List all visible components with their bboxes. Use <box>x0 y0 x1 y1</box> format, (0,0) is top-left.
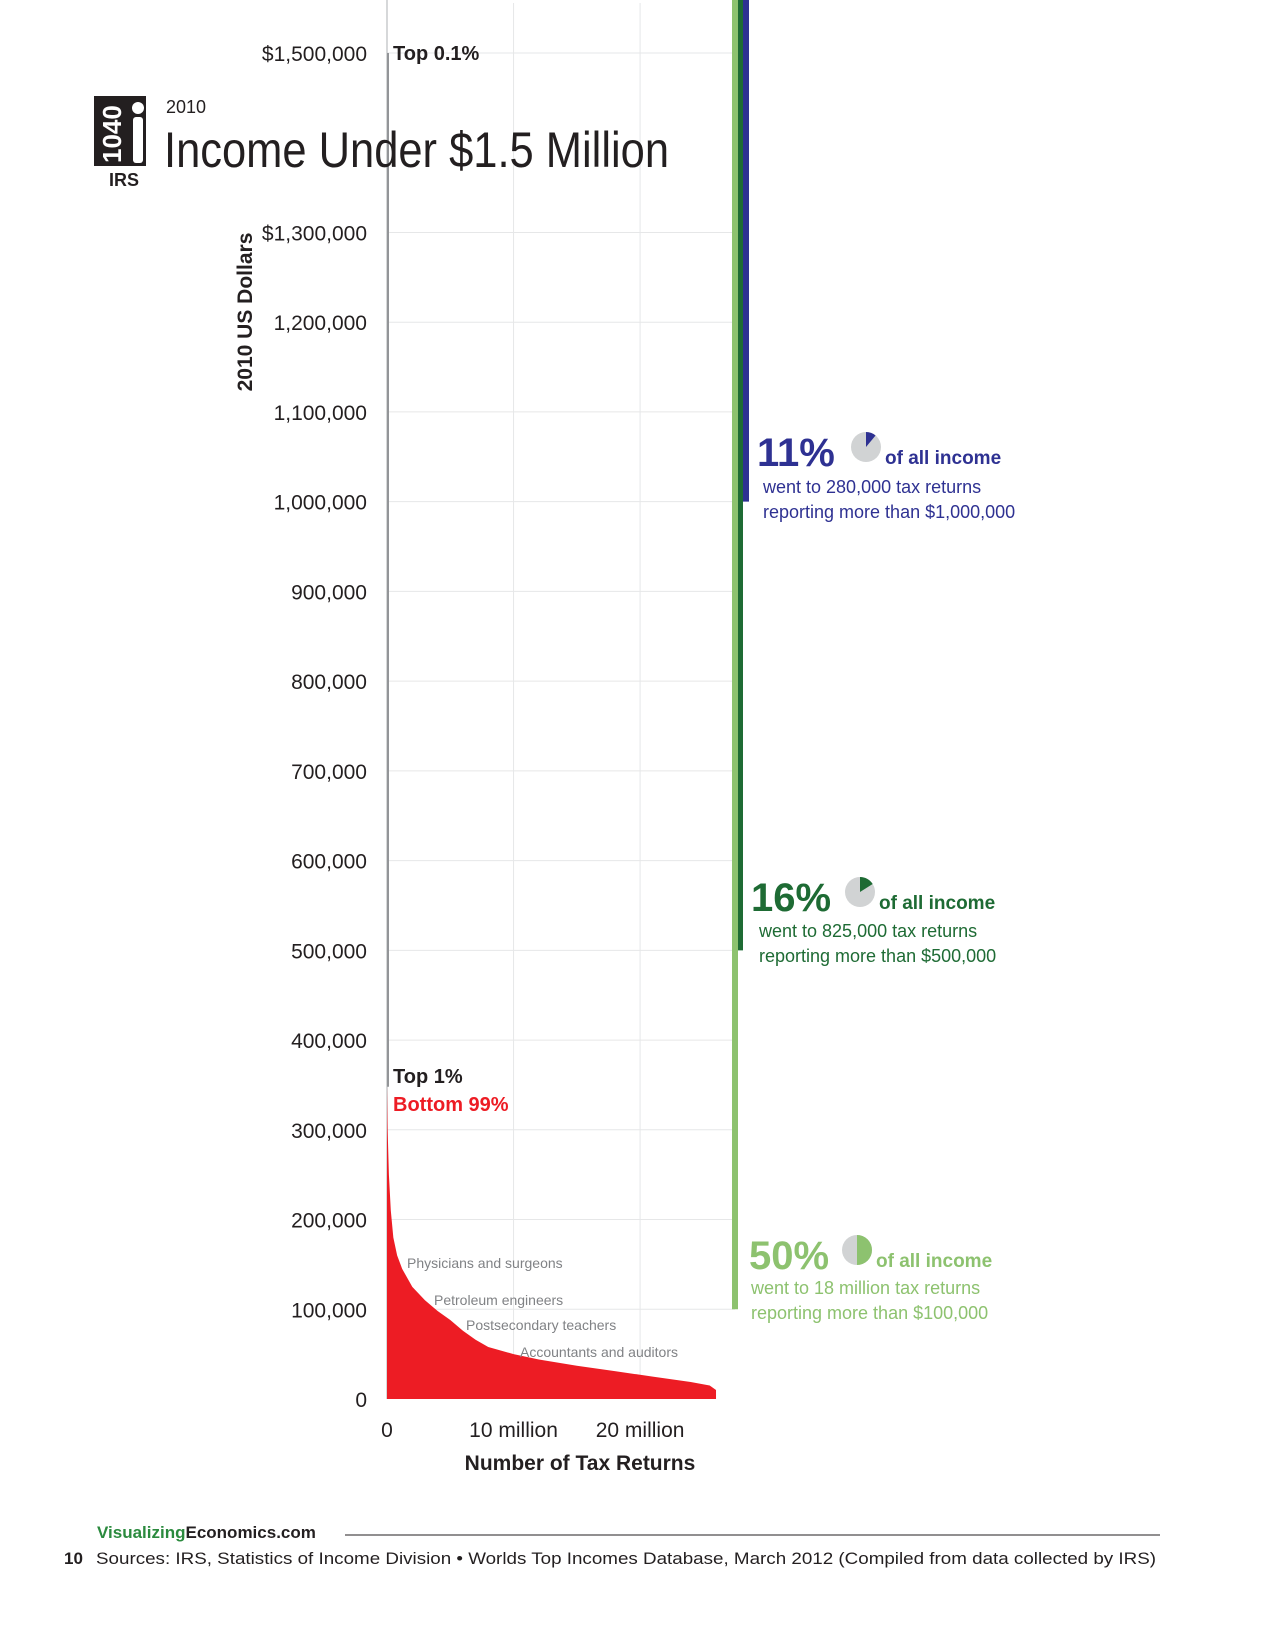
series-layer <box>387 53 717 1399</box>
mini-pie-icon <box>851 432 881 462</box>
occupation-label: Physicians and surgeons <box>407 1255 563 1271</box>
income-share-annotation-mid: 16% of all income went to 825,000 tax re… <box>751 876 996 966</box>
y-tick-label: 700,000 <box>291 761 367 784</box>
occupation-labels: Physicians and surgeons Petroleum engine… <box>407 1255 678 1360</box>
occupation-label: Accountants and auditors <box>520 1344 678 1360</box>
y-tick-labels: 0 100,000 200,000 300,000 400,000 500,000 600,… <box>262 43 367 1412</box>
income-share-annotation-low: 50% of all income went to 18 million tax… <box>749 1234 992 1323</box>
footer: VisualizingEconomics.com 10 Sources: IRS… <box>64 1523 1160 1568</box>
brand-part-2: Economics.com <box>186 1523 316 1542</box>
pie-slice <box>866 432 876 447</box>
y-tick-label: 600,000 <box>291 851 367 874</box>
logo-number: 1040 <box>97 105 127 163</box>
share-of-all-income: of all income <box>876 1251 992 1272</box>
mini-pie-icon <box>842 1235 872 1265</box>
share-desc-line1: went to 825,000 tax returns <box>758 921 977 941</box>
irs-1040-logo: 1040 IRS <box>94 96 146 190</box>
person-icon <box>132 102 144 163</box>
y-tick-label: 800,000 <box>291 671 367 694</box>
band-label-bottom-99: Bottom 99% <box>393 1094 509 1116</box>
bottom-99-area <box>387 1086 717 1399</box>
share-percent: 16% <box>751 876 831 920</box>
band-label-top-1: Top 1% <box>393 1066 463 1088</box>
y-tick-label: 1,200,000 <box>274 312 367 335</box>
footer-sources: Sources: IRS, Statistics of Income Divis… <box>96 1549 1156 1568</box>
chart-title: Income Under $1.5 Million <box>164 122 669 178</box>
income-share-annotation-top: 11% of all income went to 280,000 tax re… <box>757 431 1015 522</box>
share-desc-line2: reporting more than $1,000,000 <box>763 502 1015 522</box>
pie-slice <box>857 1235 872 1265</box>
y-tick-label: 1,100,000 <box>274 402 367 425</box>
y-tick-label: 100,000 <box>291 1299 367 1322</box>
y-tick-label: $1,300,000 <box>262 222 367 245</box>
page-number: 10 <box>64 1549 83 1568</box>
share-of-all-income: of all income <box>885 448 1001 469</box>
y-tick-label: 400,000 <box>291 1030 367 1053</box>
income-share-bars <box>732 0 749 1310</box>
y-tick-label: 900,000 <box>291 581 367 604</box>
occupation-label: Postsecondary teachers <box>466 1317 616 1333</box>
share-of-all-income: of all income <box>879 893 995 914</box>
y-tick-label: $1,500,000 <box>262 43 367 66</box>
mini-pie-icon <box>845 877 875 907</box>
y-tick-label: 200,000 <box>291 1210 367 1233</box>
logo-org: IRS <box>109 170 139 190</box>
pie-slice <box>860 877 873 892</box>
y-tick-label: 300,000 <box>291 1120 367 1143</box>
share-desc-line1: went to 18 million tax returns <box>750 1278 980 1298</box>
x-tick-label: 10 million <box>469 1419 558 1442</box>
grid-lines <box>386 0 735 1399</box>
occupation-label: Petroleum engineers <box>434 1292 563 1308</box>
x-tick-label: 0 <box>381 1419 393 1442</box>
x-axis-title: Number of Tax Returns <box>465 1452 696 1475</box>
y-tick-label: 0 <box>355 1389 367 1412</box>
band-label-top-0-1: Top 0.1% <box>393 43 480 65</box>
footer-brand: VisualizingEconomics.com <box>97 1523 316 1542</box>
y-tick-label: 500,000 <box>291 940 367 963</box>
share-percent: 50% <box>749 1234 829 1278</box>
y-axis-title: 2010 US Dollars <box>234 233 257 392</box>
chart-year: 2010 <box>166 97 206 117</box>
share-desc-line1: went to 280,000 tax returns <box>762 477 981 497</box>
y-tick-label: 1,000,000 <box>274 492 367 515</box>
share-desc-line2: reporting more than $500,000 <box>759 946 996 966</box>
x-tick-labels: 0 10 million 20 million <box>381 1419 684 1442</box>
x-tick-label: 20 million <box>596 1419 685 1442</box>
brand-part-1: Visualizing <box>97 1523 186 1542</box>
share-desc-line2: reporting more than $100,000 <box>751 1303 988 1323</box>
share-percent: 11% <box>757 431 835 475</box>
